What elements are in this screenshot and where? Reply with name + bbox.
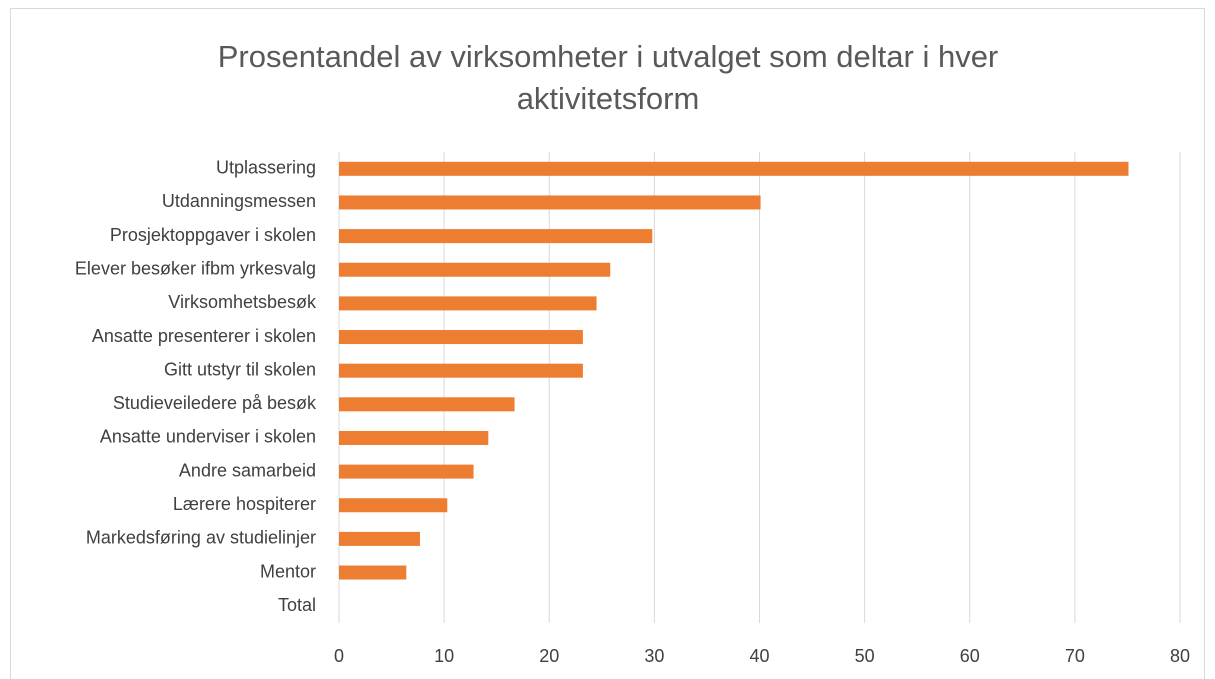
- y-tick-label: Andre samarbeid: [179, 460, 316, 480]
- bar: [339, 296, 597, 311]
- y-tick-label: Virksomhetsbesøk: [168, 292, 317, 312]
- y-tick-label: Utplassering: [216, 158, 316, 178]
- bar: [339, 531, 420, 546]
- y-tick-label: Elever besøker ifbm yrkesvalg: [75, 259, 316, 279]
- x-tick-label: 70: [1065, 646, 1085, 666]
- bar: [339, 363, 583, 378]
- bar: [339, 195, 761, 210]
- bar: [339, 262, 611, 277]
- y-tick-label: Mentor: [260, 561, 316, 581]
- x-tick-label: 20: [539, 646, 559, 666]
- x-tick-label: 80: [1170, 646, 1190, 666]
- bar: [339, 565, 407, 580]
- y-tick-label: Ansatte underviser i skolen: [100, 427, 316, 447]
- x-tick-label: 30: [644, 646, 664, 666]
- y-tick-label: Markedsføring av studielinjer: [86, 528, 316, 548]
- y-tick-label: Lærere hospiterer: [173, 494, 316, 514]
- y-tick-label: Studieveiledere på besøk: [113, 393, 317, 413]
- y-tick-label: Prosjektoppgaver i skolen: [110, 225, 316, 245]
- bar: [339, 397, 515, 412]
- bar: [339, 498, 448, 513]
- bar: [339, 430, 489, 445]
- x-tick-label: 0: [334, 646, 344, 666]
- bar: [339, 161, 1129, 176]
- y-tick-label: Ansatte presenterer i skolen: [92, 326, 316, 346]
- bar: [339, 229, 653, 244]
- x-tick-label: 10: [434, 646, 454, 666]
- y-tick-label: Utdanningsmessen: [162, 191, 316, 211]
- bar: [339, 464, 474, 479]
- x-tick-label: 50: [855, 646, 875, 666]
- y-tick-label: Gitt utstyr til skolen: [164, 359, 316, 379]
- bar: [339, 330, 583, 345]
- x-tick-label: 40: [749, 646, 769, 666]
- x-tick-label: 60: [960, 646, 980, 666]
- chart-frame: [10, 8, 1205, 679]
- y-tick-label: Total: [278, 595, 316, 615]
- chart-title: Prosentandel av virksomheter i utvalget …: [217, 39, 999, 116]
